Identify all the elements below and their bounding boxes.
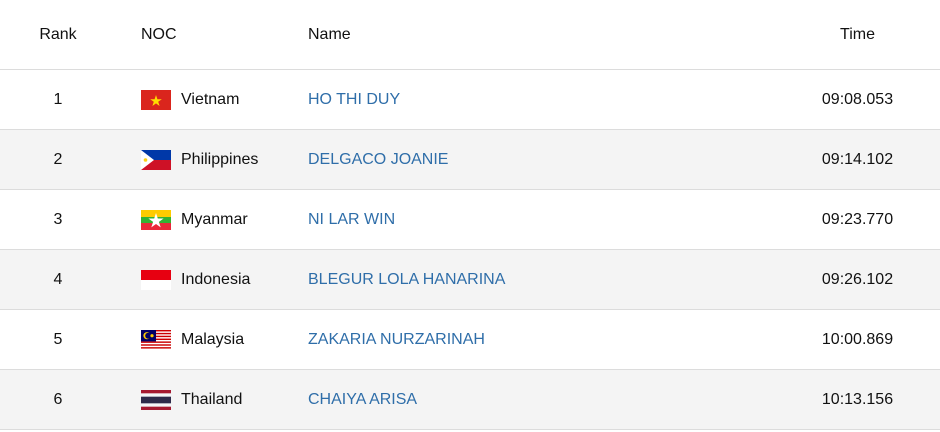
athlete-name[interactable]: BLEGUR LOLA HANARINA: [308, 270, 506, 288]
time: 10:13.156: [821, 390, 894, 408]
header-cell: Name: [308, 25, 351, 43]
country: Myanmar: [181, 210, 248, 228]
time: 10:00.869: [821, 330, 894, 348]
time: 09:14.102: [821, 150, 894, 168]
flag: [141, 89, 171, 110]
flag: [141, 269, 171, 290]
country: Thailand: [181, 390, 243, 408]
noc: Vietnam: [141, 70, 239, 129]
country: Indonesia: [181, 270, 251, 288]
athlete-name[interactable]: ZAKARIA NURZARINAH: [308, 330, 485, 348]
flag: [141, 329, 171, 350]
table-row: 3 Myanmar NI LAR WIN 09:23.770: [0, 190, 940, 250]
table-row: 1 Vietnam HO THI DUY 09:08.053: [0, 70, 940, 130]
header-row: Rank NOC Name Time: [0, 0, 940, 70]
noc: Malaysia: [141, 310, 244, 369]
athlete-name[interactable]: DELGACO JOANIE: [308, 150, 449, 168]
country: Malaysia: [181, 330, 245, 348]
noc: Philippines: [141, 130, 258, 189]
rank: 3: [53, 210, 63, 228]
header-cell: NOC: [141, 25, 177, 43]
header-cell: Rank: [39, 25, 77, 43]
rank: 4: [53, 270, 63, 288]
time: 09:26.102: [821, 270, 894, 288]
country: Vietnam: [181, 90, 240, 108]
country: Philippines: [181, 150, 259, 168]
noc: Thailand: [141, 370, 242, 429]
flag: [141, 209, 171, 230]
flag: [141, 149, 171, 170]
athlete-name[interactable]: CHAIYA ARISA: [308, 390, 418, 408]
rank: 2: [53, 150, 63, 168]
time: 09:23.770: [821, 210, 894, 228]
header-cell: Time: [840, 25, 875, 43]
rank: 5: [53, 330, 63, 348]
rank: 6: [53, 390, 63, 408]
time: 09:08.053: [821, 90, 894, 108]
table-row: 6 Thailand CHAIYA ARISA 10:13.156: [0, 370, 940, 430]
noc: Indonesia: [141, 250, 250, 309]
noc: Myanmar: [141, 190, 248, 249]
table-row: 5 Malaysia ZAKARIA NURZARINAH 10:00.869: [0, 310, 940, 370]
flag: [141, 389, 171, 410]
rank: 1: [53, 90, 63, 108]
athlete-name[interactable]: NI LAR WIN: [308, 210, 396, 228]
athlete-name[interactable]: HO THI DUY: [308, 90, 401, 108]
table-row: 4 Indonesia BLEGUR LOLA HANARINA 09:26.1…: [0, 250, 940, 310]
table-row: 2 Philippines DELGACO JOANIE 09:14.102: [0, 130, 940, 190]
